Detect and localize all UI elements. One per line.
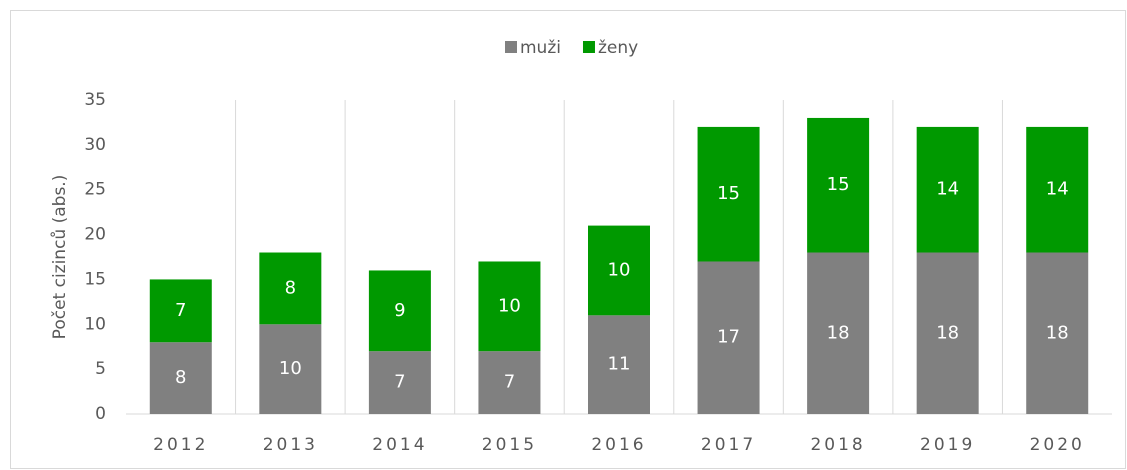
- bar-segment: [368, 351, 431, 414]
- x-tick-label: 2013: [263, 435, 318, 455]
- y-tick-label: 15: [84, 269, 106, 289]
- bar-segment: [478, 351, 541, 414]
- y-tick-label: 0: [95, 404, 106, 424]
- bar-segment: [1026, 252, 1089, 414]
- data-label: 17: [717, 327, 740, 348]
- data-label: 7: [504, 372, 515, 393]
- x-tick-label: 2016: [591, 435, 646, 455]
- data-label: 11: [608, 354, 631, 375]
- bar-segment: [916, 126, 979, 253]
- y-tick-label: 10: [84, 314, 106, 334]
- x-tick-label: 2017: [701, 435, 756, 455]
- legend-swatch: [505, 41, 517, 53]
- data-label: 8: [285, 277, 296, 298]
- data-label: 9: [394, 300, 405, 321]
- y-tick-label: 35: [84, 90, 106, 110]
- data-label: 14: [1046, 179, 1069, 200]
- bar-segment: [149, 342, 212, 414]
- x-tick-label: 2018: [810, 435, 865, 455]
- bar-segment: [697, 261, 760, 414]
- bar-segment: [259, 252, 322, 325]
- legend-swatch: [582, 41, 595, 53]
- data-label: 7: [394, 372, 405, 393]
- y-tick-label: 25: [84, 180, 106, 200]
- data-label: 14: [936, 179, 959, 200]
- data-label: 10: [608, 259, 631, 280]
- bar-segment: [368, 270, 431, 352]
- data-label: 7: [175, 300, 186, 321]
- bar-segment: [916, 252, 979, 414]
- data-label: 15: [717, 183, 740, 204]
- data-label: 18: [1046, 322, 1069, 343]
- bar-segment: [149, 279, 212, 343]
- x-tick-label: 2015: [482, 435, 537, 455]
- y-axis-label: Počet cizinců (abs.): [50, 175, 70, 340]
- data-label: 18: [936, 322, 959, 343]
- x-tick-label: 2012: [153, 435, 208, 455]
- x-tick-label: 2020: [1030, 435, 1085, 455]
- data-label: 18: [827, 322, 850, 343]
- legend-label: ženy: [598, 38, 638, 58]
- bar-segment: [588, 315, 650, 414]
- y-tick-label: 20: [84, 225, 106, 245]
- data-label: 10: [279, 358, 302, 379]
- x-tick-label: 2019: [920, 435, 975, 455]
- y-tick-label: 30: [84, 135, 106, 155]
- legend-label: muži: [520, 38, 561, 58]
- data-label: 15: [827, 174, 850, 195]
- bar-segment: [1026, 126, 1089, 253]
- data-label: 10: [498, 295, 521, 316]
- bar-segment: [807, 117, 870, 253]
- bar-segment: [259, 324, 322, 414]
- bar-segment: [478, 261, 541, 352]
- data-label: 8: [175, 367, 186, 388]
- y-tick-label: 5: [95, 359, 106, 379]
- bar-segment: [588, 225, 650, 316]
- bar-segment: [807, 252, 870, 414]
- x-tick-label: 2014: [372, 435, 427, 455]
- bar-segment: [697, 126, 760, 262]
